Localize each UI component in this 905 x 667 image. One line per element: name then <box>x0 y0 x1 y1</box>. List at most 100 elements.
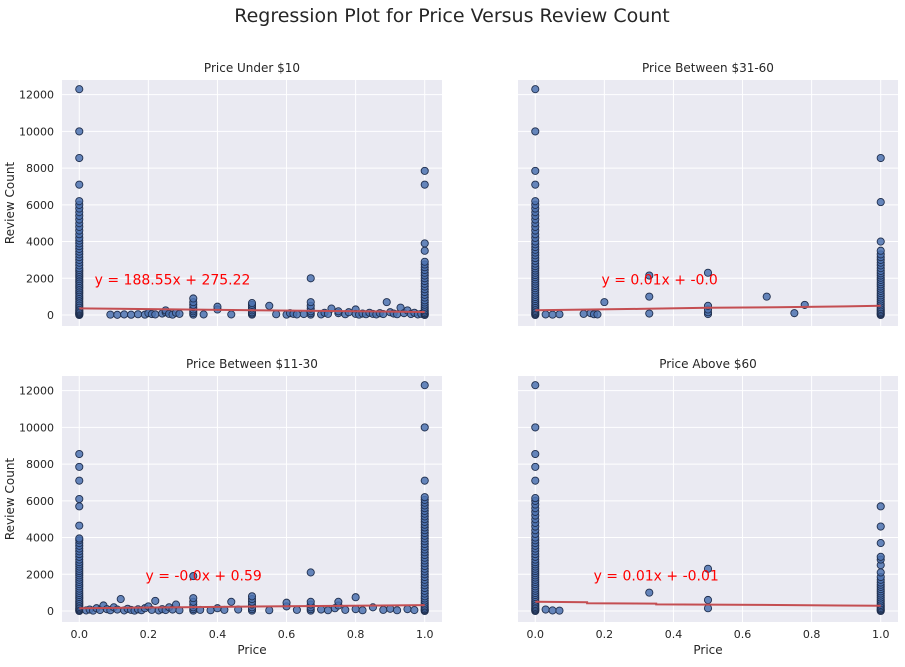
plot-area <box>518 376 898 622</box>
y-tick-label: 10000 <box>19 125 54 138</box>
x-tick-label: 0.8 <box>803 628 821 641</box>
regression-equation: y = 188.55x + 275.22 <box>95 273 251 289</box>
data-point <box>75 494 84 504</box>
data-point <box>120 310 129 319</box>
data-point <box>306 298 315 307</box>
y-tick-label: 8000 <box>26 458 54 471</box>
data-point <box>593 310 602 319</box>
data-point <box>420 180 429 189</box>
subplot-title: Price Under $10 <box>204 61 300 75</box>
data-point <box>703 564 713 573</box>
data-point <box>189 294 198 303</box>
y-tick-label: 0 <box>47 309 54 322</box>
data-point <box>876 522 885 531</box>
y-tick-label: 6000 <box>26 199 54 212</box>
data-point <box>790 309 799 318</box>
y-tick-label: 4000 <box>26 532 54 545</box>
data-point <box>420 423 429 432</box>
y-tick-label: 2000 <box>26 272 54 285</box>
data-point <box>75 476 84 485</box>
data-point <box>317 605 326 614</box>
data-point <box>531 180 540 189</box>
data-point <box>762 292 771 301</box>
y-tick-label: 12000 <box>19 89 54 102</box>
data-point <box>75 449 84 459</box>
data-point <box>876 246 885 255</box>
data-layer <box>75 85 429 320</box>
data-point <box>703 595 713 605</box>
x-axis-label: Price <box>237 643 266 657</box>
regression-equation: y = 0.01x + -0.0 <box>601 273 717 289</box>
x-tick-label: 0.6 <box>734 628 752 641</box>
data-point <box>75 180 84 189</box>
data-point <box>75 502 84 511</box>
data-point <box>876 539 885 548</box>
data-point <box>420 257 429 266</box>
plot-area <box>518 80 898 326</box>
data-point <box>531 462 540 471</box>
data-point <box>548 310 557 319</box>
data-point <box>227 597 236 606</box>
x-tick-label: 0.0 <box>71 628 89 641</box>
data-point <box>703 268 713 277</box>
data-point <box>645 271 654 280</box>
data-point <box>272 310 281 319</box>
data-point <box>531 423 540 432</box>
data-point <box>292 310 301 319</box>
data-point <box>600 298 609 307</box>
data-point <box>531 197 540 206</box>
subplot-2: Price Between $31-60 y = 0.01x + -0.0 <box>518 61 898 326</box>
data-point <box>292 605 301 614</box>
plot-area <box>62 376 442 622</box>
data-point <box>106 310 115 319</box>
data-point <box>541 605 550 614</box>
subplot-3: 0.0 0.2 0.4 0.6 0.8 1.0 0 2000 4000 6000 8000 10000… <box>3 357 442 657</box>
subplot-4: 0.0 0.2 0.4 0.6 0.8 1.0 Price Above $60 Price y … <box>518 357 898 657</box>
data-point <box>213 604 222 613</box>
subplot-grid: 0 2000 4000 6000 8000 10000 12000 Price Under $… <box>3 61 898 657</box>
data-point <box>420 381 429 390</box>
data-point <box>113 310 122 319</box>
data-point <box>127 310 136 319</box>
y-tick-label: 4000 <box>26 236 54 249</box>
data-point <box>645 588 654 597</box>
data-point <box>306 597 315 606</box>
data-point <box>876 237 885 246</box>
data-layer <box>531 381 885 616</box>
data-point <box>382 298 391 307</box>
data-point <box>420 166 429 175</box>
data-point <box>199 310 208 319</box>
data-point <box>420 239 429 248</box>
data-point <box>420 476 429 485</box>
y-tick-label: 12000 <box>19 385 54 398</box>
data-point <box>306 568 315 577</box>
data-point <box>75 85 84 94</box>
regression-equation: y = 0.01x + -0.01 <box>594 569 719 585</box>
data-point <box>876 502 885 511</box>
x-tick-label: 0.2 <box>596 628 614 641</box>
data-point <box>265 606 274 615</box>
data-point <box>531 85 540 94</box>
data-point <box>379 605 388 614</box>
data-point <box>403 605 412 614</box>
data-point <box>323 606 333 615</box>
data-point <box>75 521 84 530</box>
data-point <box>189 572 198 581</box>
regression-line <box>535 304 881 312</box>
data-point <box>555 606 564 615</box>
x-tick-label: 1.0 <box>416 628 434 641</box>
y-axis-label: Review Count <box>3 458 17 541</box>
data-point <box>265 301 274 310</box>
data-point <box>703 604 713 613</box>
data-point <box>189 594 198 603</box>
data-point <box>247 592 257 601</box>
data-point <box>393 606 402 615</box>
data-point <box>531 494 540 503</box>
data-point <box>876 552 885 561</box>
data-point <box>247 299 257 308</box>
subplot-title: Price Above $60 <box>659 357 756 371</box>
x-tick-label: 0.6 <box>278 628 296 641</box>
data-point <box>227 310 236 319</box>
